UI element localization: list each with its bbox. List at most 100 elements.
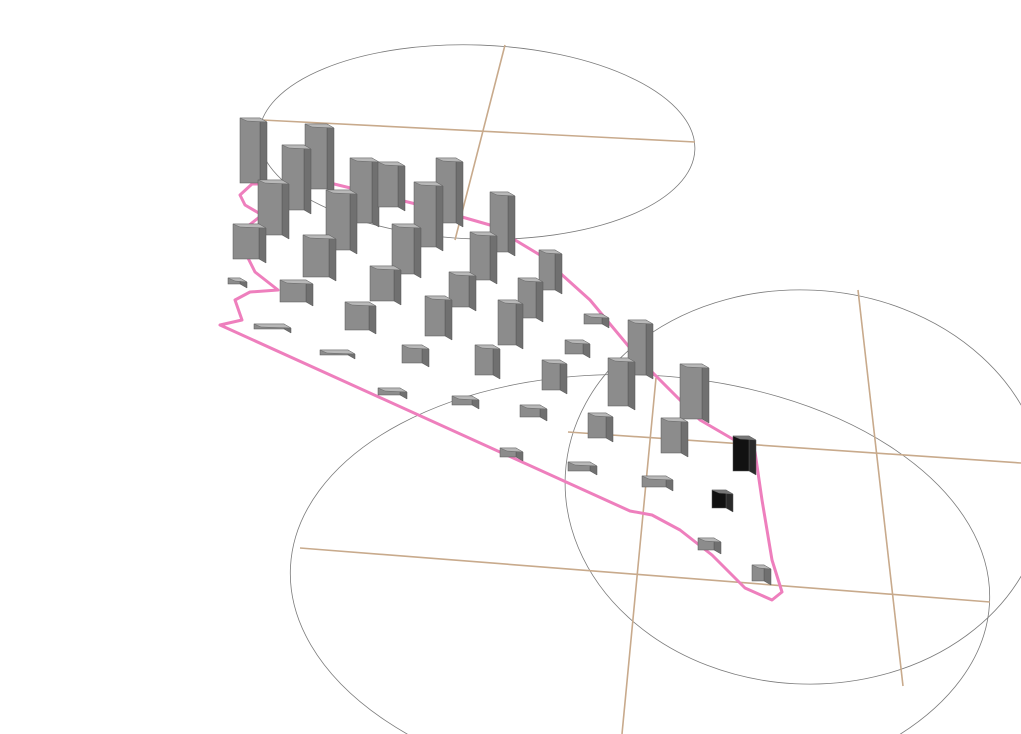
block-side — [701, 363, 710, 424]
block — [302, 234, 337, 282]
block-top — [469, 231, 498, 237]
block-front — [607, 357, 629, 407]
block — [325, 189, 358, 255]
block — [732, 435, 757, 476]
block-top — [344, 301, 377, 307]
block — [499, 447, 524, 462]
block-side — [627, 357, 636, 411]
block — [369, 265, 402, 306]
block — [391, 223, 422, 279]
block-top — [607, 357, 636, 363]
block-top — [489, 191, 516, 197]
block-side — [444, 295, 453, 341]
block-side — [559, 359, 568, 395]
block — [469, 231, 498, 285]
block-top — [541, 359, 568, 365]
block-top — [377, 161, 406, 167]
block-side — [468, 271, 477, 312]
block-top — [517, 277, 544, 283]
block-side — [393, 265, 402, 306]
block-front — [679, 363, 703, 420]
ring-axis — [454, 44, 506, 241]
block-top — [538, 249, 563, 255]
block-top — [391, 223, 422, 229]
ring — [564, 289, 1021, 685]
block — [567, 461, 598, 476]
block-front — [469, 231, 491, 281]
block-side — [435, 181, 444, 252]
block-side — [281, 179, 290, 240]
block-top — [660, 417, 689, 423]
block — [448, 271, 477, 312]
block-front — [369, 265, 395, 302]
ring-axis — [567, 431, 1021, 464]
block-top — [239, 117, 268, 123]
block-side — [605, 412, 614, 443]
block-top — [448, 271, 477, 277]
block — [344, 301, 377, 335]
block-side — [492, 344, 501, 380]
block-top — [587, 412, 614, 418]
block — [232, 223, 267, 264]
ring-axis — [857, 289, 904, 687]
block-top — [732, 435, 757, 441]
block-side — [258, 223, 267, 264]
block-top — [302, 234, 337, 240]
block-top — [377, 387, 408, 393]
block-side — [413, 223, 422, 279]
blocks — [227, 117, 772, 586]
block-top — [304, 123, 335, 129]
block-side — [489, 231, 498, 285]
block — [377, 161, 406, 212]
block — [751, 564, 772, 586]
block-top — [711, 489, 734, 495]
block-side — [554, 249, 563, 295]
block-front — [660, 417, 682, 454]
block — [279, 279, 314, 307]
block-side — [328, 234, 337, 282]
block-top — [583, 313, 610, 319]
block — [474, 344, 501, 380]
block — [451, 395, 480, 410]
block — [377, 387, 408, 400]
block — [660, 417, 689, 458]
block — [607, 357, 636, 411]
block — [424, 295, 453, 341]
block — [541, 359, 568, 395]
block-side — [368, 301, 377, 335]
block — [538, 249, 563, 295]
block-front — [377, 161, 399, 208]
block-front — [497, 299, 517, 346]
block-side — [303, 144, 312, 215]
block-top — [369, 265, 402, 271]
block — [253, 323, 292, 334]
block-top — [279, 279, 314, 285]
block — [435, 157, 464, 228]
block-front — [541, 359, 561, 391]
block-top — [257, 179, 290, 185]
block-side — [515, 299, 524, 350]
block — [401, 344, 430, 368]
block-top — [641, 475, 674, 481]
ring-axis — [261, 119, 696, 143]
region-outline — [218, 181, 784, 602]
block-top — [325, 189, 358, 195]
block-top — [435, 157, 464, 163]
block — [519, 404, 548, 422]
block-top — [499, 447, 524, 453]
block-side — [507, 191, 516, 257]
block-top — [232, 223, 267, 229]
block — [587, 412, 614, 443]
block — [239, 117, 268, 188]
block — [679, 363, 710, 424]
block — [497, 299, 524, 350]
block — [641, 475, 674, 492]
block-top — [253, 323, 292, 329]
block — [697, 537, 722, 555]
block-top — [227, 277, 248, 283]
block-top — [497, 299, 524, 305]
block-side — [259, 117, 268, 188]
block-side — [349, 189, 358, 255]
